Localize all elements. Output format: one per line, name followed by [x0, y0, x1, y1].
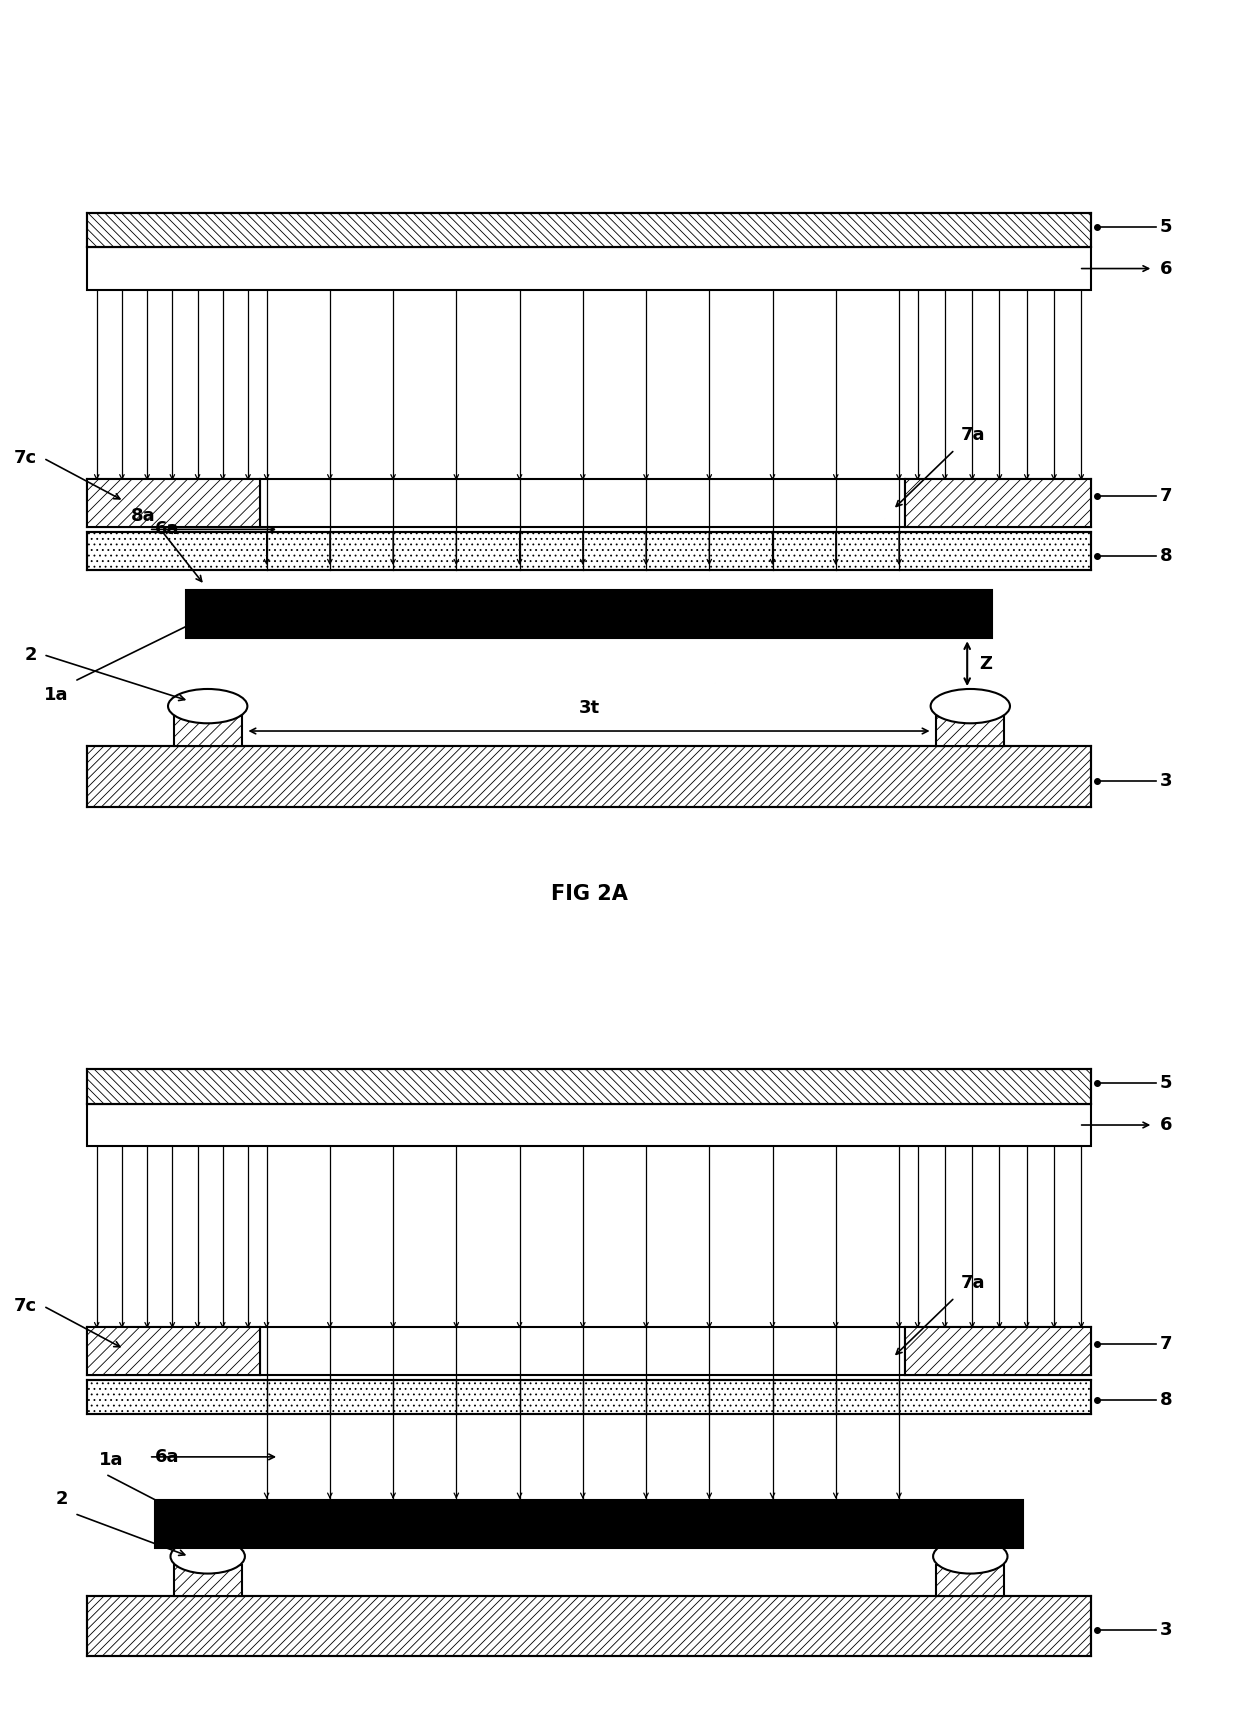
Text: 3: 3 — [1159, 772, 1172, 789]
Bar — [936, 1565, 1004, 1596]
Text: 1a: 1a — [99, 1452, 124, 1469]
Bar — [174, 1565, 242, 1596]
Text: 6a: 6a — [155, 1448, 180, 1465]
Ellipse shape — [930, 690, 1009, 724]
Bar — [87, 746, 1091, 807]
Bar — [87, 479, 260, 527]
Text: 7a: 7a — [961, 1275, 986, 1292]
Text: 6: 6 — [1159, 259, 1172, 278]
Ellipse shape — [932, 1539, 1008, 1574]
Text: 2: 2 — [56, 1491, 68, 1508]
Text: 8a: 8a — [130, 508, 155, 525]
Bar — [87, 532, 1091, 570]
Bar — [87, 1103, 1091, 1146]
Text: 8: 8 — [1159, 1392, 1172, 1409]
Text: 6: 6 — [1159, 1115, 1172, 1134]
Text: 3t: 3t — [578, 700, 600, 717]
Text: 3: 3 — [1159, 1622, 1172, 1639]
Text: FIG 2A: FIG 2A — [551, 884, 627, 904]
Ellipse shape — [169, 690, 248, 724]
Bar — [936, 716, 1004, 746]
Text: 7c: 7c — [14, 450, 37, 467]
Text: 6a: 6a — [155, 520, 180, 539]
Ellipse shape — [171, 1539, 246, 1574]
Text: 7: 7 — [1159, 1335, 1172, 1352]
Bar — [87, 1326, 260, 1375]
Text: 7a: 7a — [961, 427, 986, 444]
Bar — [186, 590, 992, 638]
Text: 1a: 1a — [43, 686, 68, 704]
Text: Z: Z — [980, 656, 992, 673]
Text: 7: 7 — [1159, 487, 1172, 505]
Text: 5: 5 — [1159, 1074, 1172, 1091]
Text: 7c: 7c — [14, 1297, 37, 1314]
Text: 5: 5 — [1159, 218, 1172, 235]
Bar — [155, 1500, 1023, 1548]
Bar — [87, 1380, 1091, 1414]
Bar — [905, 1326, 1091, 1375]
Bar — [905, 479, 1091, 527]
Bar — [87, 1596, 1091, 1656]
Bar — [87, 247, 1091, 290]
Bar — [174, 716, 242, 746]
Bar — [87, 213, 1091, 247]
Text: 2: 2 — [25, 645, 37, 664]
Text: 8: 8 — [1159, 547, 1172, 565]
Bar — [87, 1069, 1091, 1103]
